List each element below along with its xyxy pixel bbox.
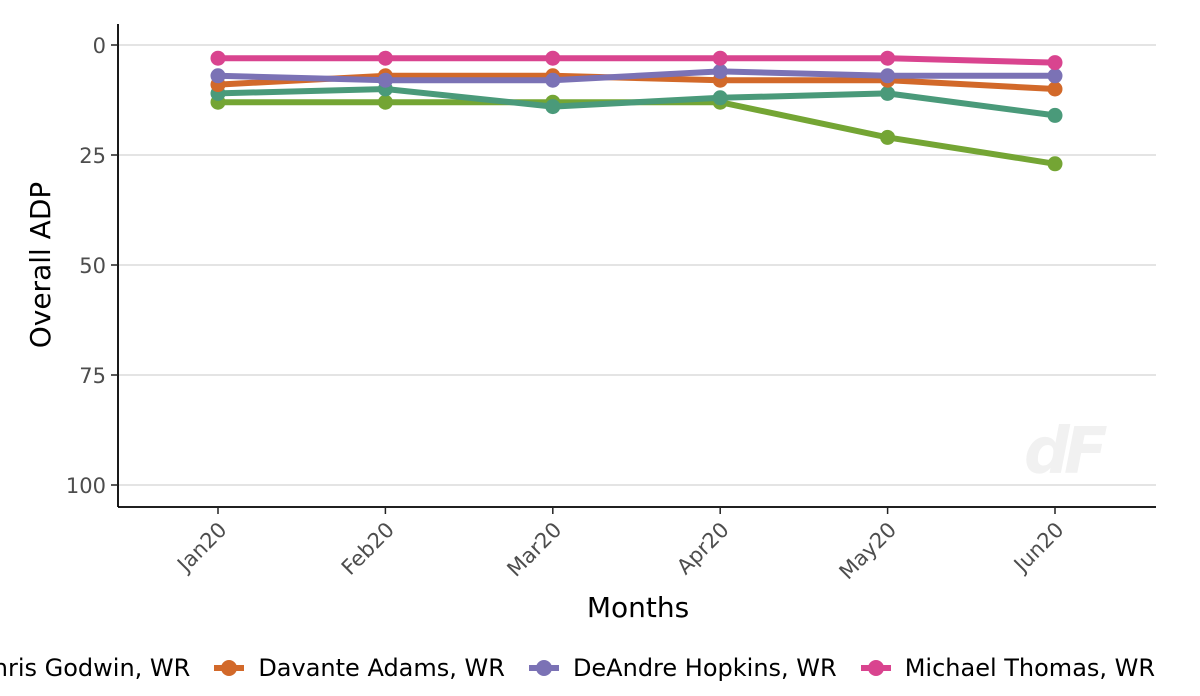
legend-item: Michael Thomas, WR [859, 646, 1155, 690]
data-point-Mar20 [545, 99, 561, 115]
series-layer [210, 50, 1063, 172]
x-tick-label-Mar20: Mar20 [502, 518, 566, 582]
data-point-Apr20 [712, 50, 728, 66]
data-point-Jun20 [1047, 68, 1063, 84]
legend-key-marker [214, 660, 245, 676]
series-chris-godwin-wr [210, 81, 1063, 123]
data-point-Apr20 [712, 90, 728, 106]
data-point-Jun20 [1047, 156, 1063, 172]
y-tick-label-75: 75 [79, 364, 106, 388]
legend-label: Chris Godwin, WR [0, 654, 191, 682]
y-axis-title: Overall ADP [24, 182, 57, 349]
x-axis-title: Months [587, 591, 689, 624]
data-point-Jun20 [1047, 55, 1063, 71]
series-line [215, 86, 1058, 119]
x-tick-label-Jan20: Jan20 [171, 518, 231, 578]
data-point-Jun20 [1047, 107, 1063, 123]
legend-item: Chris Godwin, WR [0, 646, 190, 690]
x-tick-label-Feb20: Feb20 [337, 518, 399, 580]
legend-label: Michael Thomas, WR [904, 654, 1156, 682]
legend-label: Davante Adams, WR [258, 654, 505, 682]
legend-track: Chris Godwin, WR Davante Adams, WR DeAndre… [0, 646, 1177, 690]
legend-key-marker [860, 660, 891, 676]
series-ezekiel-elliott-rb [210, 94, 1063, 172]
data-point-Feb20 [377, 72, 393, 88]
legend-label: DeAndre Hopkins, WR [572, 654, 837, 682]
data-point-Mar20 [545, 50, 561, 66]
watermark-logo: dF [1024, 415, 1108, 489]
series-line [215, 68, 1058, 84]
data-point-May20 [880, 68, 896, 84]
x-tick-label-Apr20: Apr20 [672, 518, 734, 580]
legend-key-marker [528, 660, 559, 676]
data-point-May20 [880, 85, 896, 101]
data-point-Apr20 [712, 63, 728, 79]
series-deandre-hopkins-wr [210, 63, 1063, 88]
data-point-Mar20 [545, 72, 561, 88]
data-point-Jan20 [210, 50, 226, 66]
data-point-May20 [880, 129, 896, 145]
y-axis-ticks: 0 25 50 75 100 [66, 34, 118, 498]
x-axis-ticks: Jan20 Feb20 Mar20 Apr20 May20 Jun20 [171, 507, 1069, 585]
data-point-May20 [880, 50, 896, 66]
series-michael-thomas-wr [210, 50, 1063, 71]
legend: Chris Godwin, WR Davante Adams, WR DeAndre… [0, 646, 1200, 690]
legend-item: DeAndre Hopkins, WR [527, 646, 837, 690]
series-line [215, 55, 1058, 66]
y-tick-label-50: 50 [79, 254, 106, 278]
y-tick-label-0: 0 [93, 34, 106, 58]
data-point-Feb20 [377, 50, 393, 66]
data-point-Jan20 [210, 68, 226, 84]
legend-item: Davante Adams, WR [212, 646, 505, 690]
data-point-Feb20 [377, 94, 393, 110]
data-point-Jun20 [1047, 81, 1063, 97]
y-tick-label-25: 25 [79, 144, 106, 168]
x-tick-label-May20: May20 [835, 518, 902, 585]
y-tick-label-100: 100 [66, 474, 106, 498]
line-chart: 0 25 50 75 100 Jan20 Feb20 Mar20 Apr20 May20 Jun2… [24, 24, 1156, 624]
x-tick-label-Jun20: Jun20 [1008, 518, 1068, 578]
